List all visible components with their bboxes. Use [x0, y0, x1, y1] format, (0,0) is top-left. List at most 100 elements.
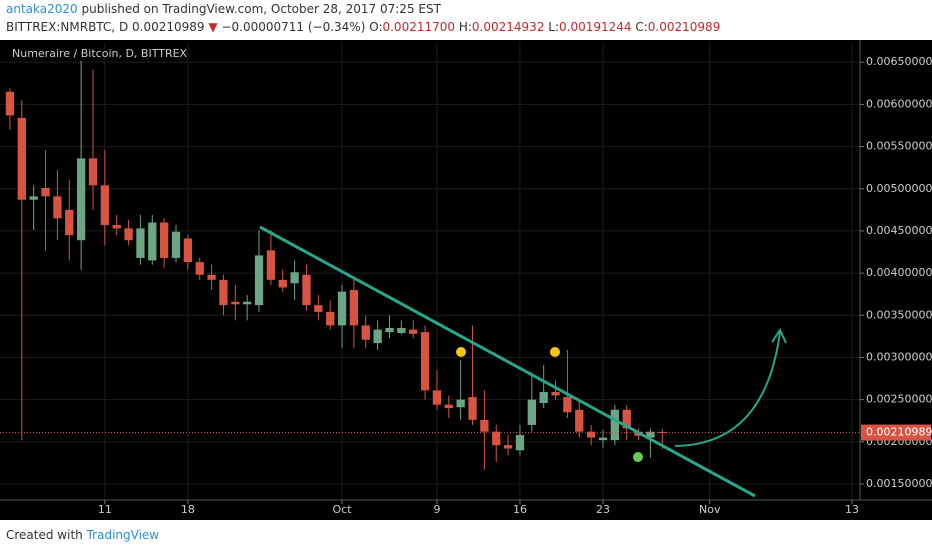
c-label: C: — [635, 20, 648, 34]
x-tick-label: 9 — [433, 503, 440, 516]
candle-body — [41, 187, 50, 197]
o-label: O: — [369, 20, 383, 34]
candle-body — [515, 435, 525, 451]
dot — [550, 347, 560, 357]
candle-body — [17, 117, 26, 200]
l: 0.00191244 — [559, 20, 632, 34]
candle-body — [231, 301, 240, 305]
candle-body — [302, 274, 311, 306]
x-tick-label: 13 — [845, 503, 859, 516]
candle-body — [254, 255, 264, 306]
y-tick-label: 0.00500000 — [866, 182, 932, 195]
x-tick-label: 16 — [513, 503, 527, 516]
candle-body — [551, 392, 560, 396]
candle-body — [266, 250, 276, 280]
candle-body — [243, 301, 252, 305]
candle-body — [112, 225, 121, 229]
candle-body — [337, 291, 347, 326]
y-tick-label: 0.00600000 — [866, 97, 932, 110]
candle-body — [159, 222, 169, 258]
y-tick-label: 0.00650000 — [866, 55, 932, 68]
y-tick-label: 0.00350000 — [866, 308, 932, 321]
chart: Numeraire / Bitcoin, D, BITTREX 0.001500… — [0, 40, 932, 520]
candle-body — [29, 196, 38, 200]
arrow: ▼ — [208, 20, 218, 34]
candle-body — [171, 231, 181, 258]
change: −0.00000711 (−0.34%) — [221, 20, 366, 34]
candle-body — [575, 409, 584, 432]
symbol: BITTREX:NMRBTC, D — [6, 20, 129, 34]
footer: Created with TradingView — [0, 520, 932, 550]
candle-body — [480, 419, 489, 432]
candle-body — [610, 409, 619, 441]
candle-body — [278, 279, 287, 288]
candle-body — [527, 399, 536, 425]
header: antaka2020 published on TradingView.com,… — [0, 0, 932, 40]
candle-body — [563, 397, 572, 413]
candle-body — [658, 431, 667, 433]
x-tick-label: 23 — [596, 503, 610, 516]
candle-body — [492, 431, 501, 446]
x-tick-label: Oct — [333, 503, 353, 516]
candle-body — [326, 311, 335, 326]
candle-body — [76, 158, 86, 241]
candle-body — [444, 404, 453, 409]
candle-body — [468, 397, 477, 420]
curved-arrow — [674, 331, 781, 447]
c: 0.00210989 — [647, 20, 721, 34]
candle-body — [148, 222, 157, 261]
candle-body — [100, 185, 109, 226]
y-tick-label: 0.00150000 — [866, 477, 932, 490]
candle-body — [622, 409, 631, 429]
candle-body — [456, 399, 465, 408]
price: 0.00210989 — [132, 20, 205, 34]
candle-body — [385, 327, 394, 333]
brand[interactable]: TradingView — [86, 528, 160, 542]
header-line: antaka2020 published on TradingView.com,… — [6, 0, 932, 18]
candle-body — [598, 437, 608, 441]
candles — [0, 60, 860, 470]
candle-body — [646, 431, 655, 438]
trend-line — [259, 225, 756, 498]
arrow-head — [771, 327, 787, 344]
candle-body — [53, 196, 62, 219]
y-tick-label: 0.00400000 — [866, 266, 932, 279]
candle-body — [5, 91, 15, 116]
dot — [456, 347, 466, 357]
l-label: L: — [548, 20, 560, 34]
x-tick-label: 18 — [181, 503, 195, 516]
candle-body — [397, 327, 406, 333]
h: 0.00214932 — [471, 20, 545, 34]
dot — [633, 452, 643, 462]
published: published on TradingView.com, October 28… — [81, 2, 441, 16]
candle-body — [136, 228, 145, 258]
chart-title: Numeraire / Bitcoin, D, BITTREX — [12, 47, 188, 60]
y-tick-label: 0.00300000 — [866, 350, 932, 363]
candle-body — [361, 325, 370, 340]
candle-body — [88, 158, 98, 186]
candle-body — [314, 305, 323, 312]
candle-body — [503, 445, 513, 449]
candle-body — [432, 390, 442, 405]
candle-body — [373, 329, 382, 344]
drawings — [259, 225, 787, 498]
candle-body — [349, 289, 359, 326]
x-tick-label: 11 — [98, 503, 112, 516]
candle-body — [539, 392, 548, 404]
candle-body — [124, 228, 133, 241]
y-tick-label: 0.00450000 — [866, 224, 932, 237]
candle-body — [420, 332, 430, 391]
background — [0, 40, 932, 520]
created: Created with — [6, 528, 83, 542]
author[interactable]: antaka2020 — [6, 2, 78, 16]
y-tick-label: 0.00250000 — [866, 393, 932, 406]
candle-body — [219, 279, 228, 306]
candle-body — [207, 274, 216, 280]
o: 0.00211700 — [382, 20, 456, 34]
candle-body — [409, 329, 418, 334]
candle-body — [586, 431, 596, 438]
x-tick-label: Nov — [699, 503, 721, 516]
y-tick-label: 0.00550000 — [866, 140, 932, 153]
candle-body — [183, 238, 193, 263]
